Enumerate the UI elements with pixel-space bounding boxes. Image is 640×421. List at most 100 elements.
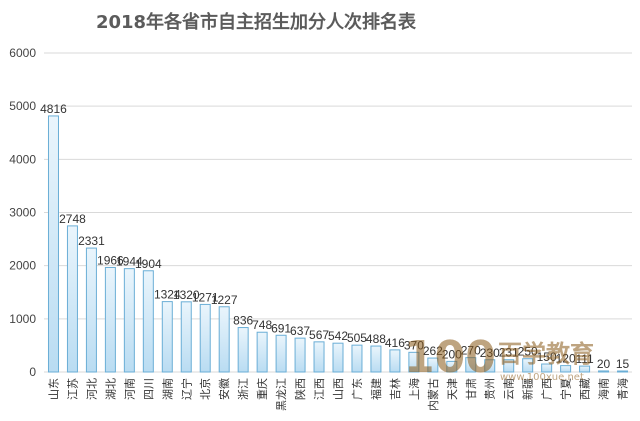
bar-value-label: 416 xyxy=(385,336,405,350)
bar xyxy=(503,359,515,373)
x-tick-label: 内蒙古 xyxy=(426,378,440,411)
x-tick-label: 河北 xyxy=(85,378,98,400)
x-tick-label: 云南 xyxy=(503,378,516,400)
bar-value-label: 748 xyxy=(252,318,272,332)
x-tick-label: 吉林 xyxy=(388,378,402,400)
x-tick-label: 湖北 xyxy=(104,378,117,400)
bar-value-label: 542 xyxy=(328,329,348,343)
chart-title: 2018年各省市自主招生加分人次排名表 xyxy=(96,11,417,33)
x-tick-label: 青海 xyxy=(616,378,630,400)
x-tick-label: 重庆 xyxy=(255,378,269,400)
bar xyxy=(427,357,439,373)
bar-value-label: 250 xyxy=(518,345,538,359)
bar-value-label: 262 xyxy=(423,344,443,358)
bar-value-label: 20 xyxy=(597,357,611,371)
watermark-logo: 100 xyxy=(404,332,496,383)
x-tick-label: 四川 xyxy=(142,378,155,400)
bar xyxy=(522,358,534,373)
bar-value-label: 111 xyxy=(575,352,594,366)
bar-value-label: 270 xyxy=(461,344,481,358)
x-tick-label: 宁夏 xyxy=(559,378,573,400)
x-tick-label: 江西 xyxy=(313,378,326,400)
bar-value-label: 231 xyxy=(499,346,519,360)
bar-value-label: 1904 xyxy=(135,257,162,271)
x-tick-label: 山东 xyxy=(47,378,60,400)
bar xyxy=(294,337,306,373)
bar-value-label: 1227 xyxy=(211,293,238,307)
bar xyxy=(332,342,344,373)
x-tick-label: 河南 xyxy=(123,378,136,400)
x-tick-label: 山西 xyxy=(332,378,345,400)
y-tick-label: 3000 xyxy=(9,206,36,220)
bar xyxy=(66,225,78,373)
x-tick-label: 陕西 xyxy=(293,378,307,400)
x-tick-label: 江苏 xyxy=(66,378,79,400)
x-tick-label: 甘肃 xyxy=(465,378,478,400)
bar xyxy=(256,331,268,373)
x-tick-label: 福建 xyxy=(369,378,383,400)
x-tick-label: 广西 xyxy=(541,378,554,400)
x-tick-label: 天津 xyxy=(446,378,459,400)
bar xyxy=(142,270,154,373)
bar-value-label: 2331 xyxy=(78,234,105,248)
grid-lines xyxy=(44,52,632,373)
bar-value-label: 1324 xyxy=(154,288,181,302)
bar xyxy=(598,370,610,373)
bar-value-label: 1271 xyxy=(192,290,219,304)
x-tick-label: 安徽 xyxy=(217,378,231,400)
bar xyxy=(47,115,59,373)
watermark-url: www.100xue.net xyxy=(500,372,584,383)
bar-value-label: 691 xyxy=(271,321,291,335)
bar xyxy=(389,349,401,373)
bar xyxy=(579,365,591,373)
bar xyxy=(370,345,382,373)
bar xyxy=(275,334,287,373)
bar xyxy=(617,370,629,373)
x-tick-label: 西藏 xyxy=(579,378,592,400)
bar-value-label: 200 xyxy=(442,347,462,361)
bar xyxy=(199,303,211,373)
bars xyxy=(47,115,629,373)
bar xyxy=(408,351,420,373)
bar xyxy=(180,301,192,373)
bar-value-label: 1966 xyxy=(97,253,124,267)
x-tick-label: 浙江 xyxy=(237,378,250,400)
bar xyxy=(446,360,458,373)
bar xyxy=(104,266,116,373)
y-tick-label: 4000 xyxy=(9,152,36,166)
bar xyxy=(161,301,173,373)
bar-value-label: 1944 xyxy=(116,255,143,269)
x-tick-label: 新疆 xyxy=(521,378,535,400)
y-tick-label: 5000 xyxy=(9,99,36,113)
x-tick-label: 湖南 xyxy=(161,378,174,400)
bar xyxy=(484,359,496,373)
y-axis: 0 1000 2000 3000 4000 5000 6000 xyxy=(9,46,36,379)
y-tick-label: 2000 xyxy=(9,259,36,273)
bar-value-label: 836 xyxy=(233,314,253,328)
x-tick-label: 广东 xyxy=(351,378,364,400)
bar-value-label: 2748 xyxy=(59,212,86,226)
x-tick-label: 辽宁 xyxy=(179,378,193,400)
bar xyxy=(237,327,249,373)
bar-value-label: 15 xyxy=(616,357,630,371)
y-tick-label: 0 xyxy=(29,365,36,379)
y-tick-label: 6000 xyxy=(9,46,36,60)
x-axis: 山东 江苏 河北 湖北 河南 四川 湖南 辽宁 北京 安徽 浙江 重庆 黑龙江 陕西 江西 山西 广东 福建 吉林上… xyxy=(47,378,629,411)
bar xyxy=(541,363,553,373)
bar xyxy=(85,247,97,373)
bar-value-label: 637 xyxy=(290,324,310,338)
x-tick-label: 上海 xyxy=(407,378,421,400)
x-tick-label: 黑龙江 xyxy=(275,378,288,411)
bar xyxy=(313,341,325,373)
bar-value-label: 505 xyxy=(347,331,367,345)
bar-value-label: 120 xyxy=(556,352,576,366)
x-tick-label: 贵州 xyxy=(484,378,497,400)
bar xyxy=(123,268,135,373)
bar xyxy=(351,344,363,373)
bar-value-label: 4816 xyxy=(40,102,67,116)
bar-value-label: 230 xyxy=(480,346,500,360)
y-tick-label: 1000 xyxy=(9,312,36,326)
